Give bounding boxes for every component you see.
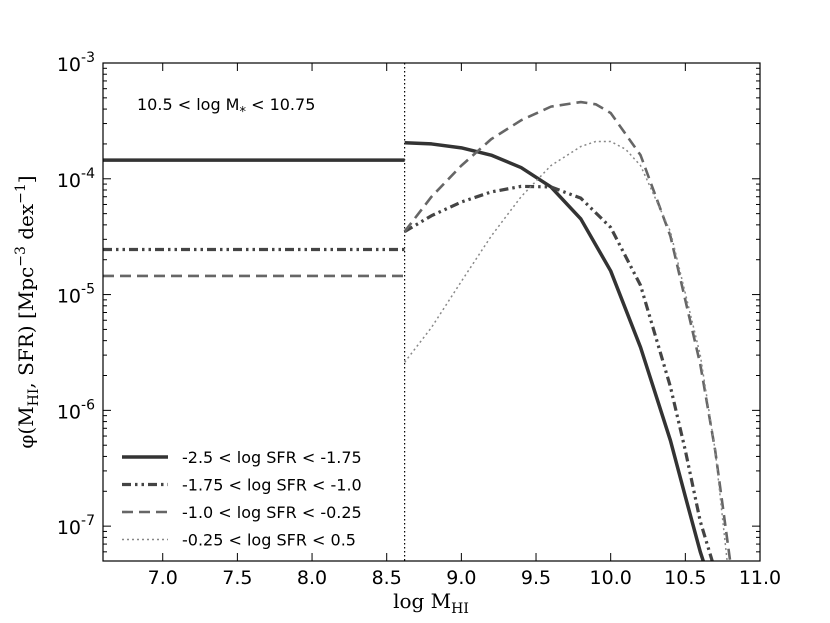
y-tick-exponent: -3 xyxy=(81,50,95,66)
annotation-subscript: * xyxy=(239,105,246,120)
y-axis-label-part-4: dex xyxy=(14,203,38,246)
x-tick-label: 9.5 xyxy=(521,567,551,589)
plot-area xyxy=(103,63,732,561)
x-axis-label: log MHI xyxy=(393,589,469,617)
y-tick-exponent: -7 xyxy=(81,513,95,529)
legend-label-0: -2.5 < log SFR < -1.75 xyxy=(182,448,362,467)
y-tick-label: 10-5 xyxy=(57,282,95,308)
y-tick-base: 10 xyxy=(57,286,81,308)
x-tick-label: 7.5 xyxy=(222,567,252,589)
y-axis-label-part-1: HI xyxy=(26,389,42,407)
y-tick-label: 10-4 xyxy=(57,166,95,192)
y-axis-label-part-0: φ(M xyxy=(14,406,38,448)
y-tick-exponent: -4 xyxy=(81,166,95,182)
annotation-suffix: < 10.75 xyxy=(246,95,315,114)
y-tick-base: 10 xyxy=(57,54,81,76)
axes: 7.0 7.5 8.0 8.5 9.0 9.5 10.0 10.5 11.010-710-610… xyxy=(57,50,781,589)
legend-label-2: -1.0 < log SFR < -0.25 xyxy=(182,503,362,522)
y-tick-label: 10-7 xyxy=(57,513,95,539)
x-tick-label: 7.0 xyxy=(148,567,178,589)
series-0-curve xyxy=(404,140,705,561)
y-axis-label: φ(MHI, SFR) [Mpc−3 dex−1] xyxy=(13,175,42,448)
y-axis-label-part-2: , SFR) [Mpc xyxy=(14,267,38,389)
plot-frame xyxy=(102,62,761,562)
legend: -2.5 < log SFR < -1.75 -1.75 < log SFR < … xyxy=(122,448,362,550)
series-2-curve xyxy=(403,100,732,561)
x-tick-label: 10.5 xyxy=(664,567,706,589)
annotation-prefix: 10.5 < log M xyxy=(137,95,239,114)
legend-label-1: -1.75 < log SFR < -1.0 xyxy=(182,476,362,495)
y-tick-exponent: -6 xyxy=(81,397,95,413)
y-axis-label-part-5: −1 xyxy=(13,183,29,204)
y-tick-label: 10-3 xyxy=(57,50,95,76)
series-3-curve xyxy=(404,140,728,561)
y-axis-label-part-3: −3 xyxy=(13,246,29,267)
x-tick-label: 10.0 xyxy=(590,567,632,589)
y-tick-label: 10-6 xyxy=(57,397,95,423)
x-tick-label: 11.0 xyxy=(739,567,781,589)
y-tick-base: 10 xyxy=(57,401,81,423)
x-axis-label-sub: HI xyxy=(451,601,469,617)
y-tick-base: 10 xyxy=(57,517,81,539)
annotation: 10.5 < log M* < 10.75 xyxy=(137,95,315,120)
y-tick-exponent: -5 xyxy=(81,282,95,298)
x-axis-label-main: log M xyxy=(393,589,451,613)
y-tick-base: 10 xyxy=(57,170,81,192)
x-tick-label: 9.0 xyxy=(446,567,476,589)
legend-label-3: -0.25 < log SFR < 0.5 xyxy=(182,531,356,550)
y-axis-label-part-6: ] xyxy=(14,175,38,183)
x-tick-label: 8.0 xyxy=(297,567,327,589)
series-group xyxy=(103,63,732,561)
series-1-curve xyxy=(403,184,714,561)
annotation-text: 10.5 < log M* < 10.75 xyxy=(137,95,315,120)
x-tick-label: 8.5 xyxy=(372,567,402,589)
